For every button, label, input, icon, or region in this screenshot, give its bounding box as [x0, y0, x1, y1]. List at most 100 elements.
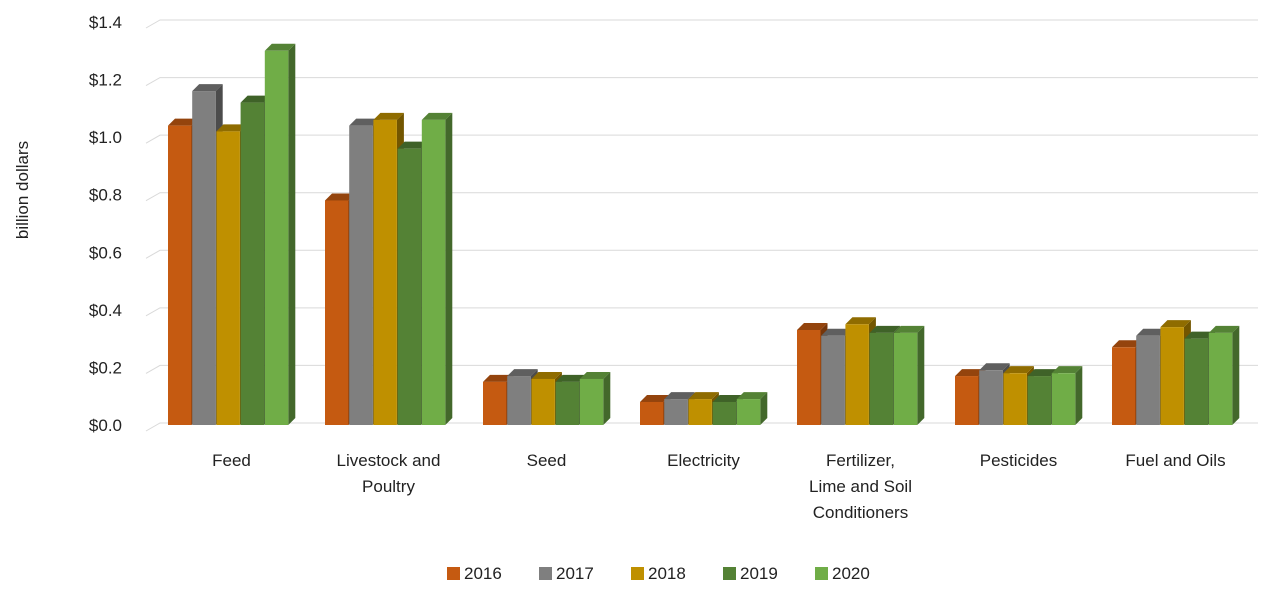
gridline — [145, 192, 1258, 202]
legend: 2016 2017 2018 2019 2020 — [447, 564, 870, 583]
bar-front — [507, 376, 531, 425]
y-axis-ticks: $0.0 $0.2 $0.4 $0.6 $0.8 $1.0 $1.2 $1.4 — [89, 13, 122, 435]
bar-top — [1208, 325, 1240, 333]
bar-top — [349, 118, 380, 126]
bar-top — [421, 112, 453, 120]
bar-2020 — [579, 371, 611, 425]
x-category-label: Electricity — [667, 451, 740, 470]
bar-front — [168, 125, 192, 425]
bar-top — [688, 392, 719, 400]
bar-top — [168, 118, 199, 126]
bar-front — [531, 378, 555, 425]
bar-side — [917, 325, 925, 425]
bar-front — [192, 91, 216, 425]
bar-top — [797, 323, 828, 331]
bar-front — [216, 131, 240, 425]
bar-top — [640, 394, 671, 402]
bar-top — [1160, 320, 1191, 328]
bar-2020 — [893, 325, 925, 425]
bar-front — [893, 332, 918, 425]
bar-front — [640, 401, 664, 425]
x-axis-categories: Feed Livestock and Poultry Seed Electricity F… — [212, 451, 1225, 522]
legend-label: 2016 — [464, 564, 502, 583]
bar-top — [483, 374, 514, 382]
bar-side — [760, 392, 768, 425]
gridline — [145, 19, 1258, 29]
x-category-label: Livestock and Poultry — [337, 451, 441, 496]
bar-front — [483, 381, 507, 425]
bar-top — [1184, 331, 1216, 339]
x-category-label: Feed — [212, 451, 251, 470]
bar-front — [373, 119, 397, 425]
x-category-label: Seed — [527, 451, 567, 470]
gridline — [145, 77, 1258, 87]
bar-2020 — [421, 112, 453, 425]
bar-front — [955, 376, 979, 425]
bar-top — [1112, 340, 1143, 348]
bar-front — [579, 378, 604, 425]
bar-front — [349, 125, 373, 425]
legend-label: 2018 — [648, 564, 686, 583]
bar-front — [688, 399, 712, 425]
bar-front — [1112, 347, 1136, 425]
bar-front — [1136, 335, 1160, 425]
legend-swatch — [815, 567, 828, 580]
y-tick-label: $0.6 — [89, 243, 122, 262]
y-tick-label: $1.0 — [89, 128, 122, 147]
bar-top — [373, 112, 404, 120]
bar-top — [979, 363, 1010, 371]
legend-item-2019: 2019 — [723, 564, 778, 583]
legend-item-2020: 2020 — [815, 564, 870, 583]
bar-front — [397, 148, 422, 425]
bar-front — [821, 335, 845, 425]
y-tick-label: $0.0 — [89, 416, 122, 435]
bar-top — [821, 328, 852, 336]
bar-top — [240, 95, 272, 103]
bar-front — [664, 399, 688, 425]
bar-top — [264, 43, 296, 51]
gridlines — [145, 19, 1258, 432]
bars — [168, 43, 1240, 426]
bar-front — [1160, 327, 1184, 425]
x-category-label: Fuel and Oils — [1125, 451, 1225, 470]
y-axis-label: billion dollars — [13, 141, 32, 239]
bar-side — [445, 112, 453, 425]
bar-top — [869, 325, 901, 333]
bar-front — [264, 50, 289, 426]
legend-item-2017: 2017 — [539, 564, 594, 583]
bar-top — [397, 141, 429, 149]
bar-top — [1136, 328, 1167, 336]
bar-top — [664, 392, 695, 400]
gridline — [145, 134, 1258, 144]
legend-item-2018: 2018 — [631, 564, 686, 583]
bar-front — [736, 399, 761, 425]
bar-top — [845, 317, 876, 325]
bar-front — [1184, 338, 1209, 425]
x-category-label: Pesticides — [980, 451, 1057, 470]
bar-top — [893, 325, 925, 333]
legend-item-2016: 2016 — [447, 564, 502, 583]
x-category-label: Fertilizer, Lime and Soil Conditioners — [809, 451, 912, 522]
y-tick-label: $1.2 — [89, 71, 122, 90]
legend-label: 2020 — [832, 564, 870, 583]
bar-front — [979, 370, 1003, 425]
bar-front — [1027, 376, 1052, 425]
bar-side — [603, 371, 611, 425]
bar-side — [1232, 325, 1240, 425]
bar-side — [288, 43, 296, 426]
bar-front — [421, 119, 446, 425]
bar-top — [1051, 366, 1083, 374]
bar-top — [1003, 366, 1034, 374]
bar-front — [845, 324, 869, 425]
bar-front — [555, 381, 580, 425]
bar-2020 — [736, 392, 768, 425]
bar-top — [1027, 369, 1059, 377]
bar-2020 — [264, 43, 296, 426]
bar-2020 — [1051, 366, 1083, 425]
bar-front — [240, 102, 265, 425]
legend-label: 2017 — [556, 564, 594, 583]
legend-swatch — [447, 567, 460, 580]
bar-top — [712, 394, 744, 402]
